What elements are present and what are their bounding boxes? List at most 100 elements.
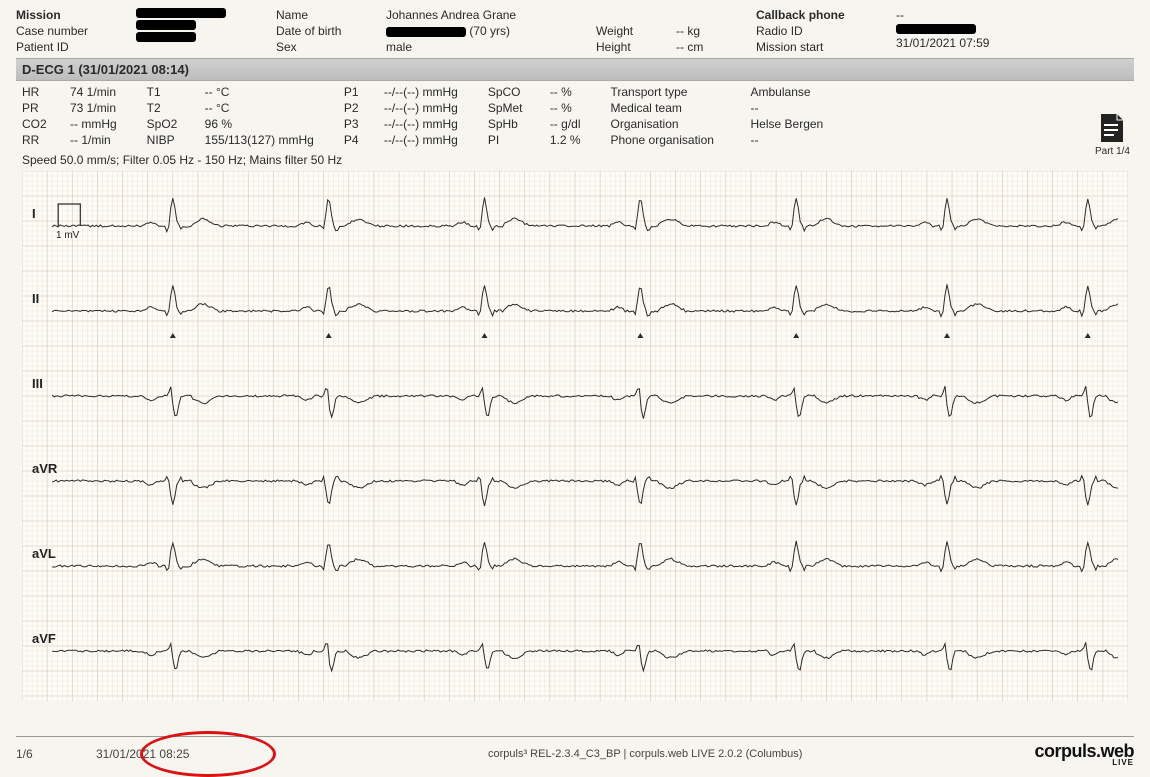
mission-start-label: Mission start: [756, 40, 876, 54]
mission-label: Mission: [16, 8, 116, 22]
section-title: D-ECG 1 (31/01/2021 08:14): [16, 58, 1134, 81]
name-label: Name: [276, 8, 366, 22]
vitals-row: CO2 -- mmHg: [22, 117, 117, 131]
ecg-report-page: Mission Case number Patient ID Name Date…: [0, 0, 1150, 777]
vitals-label: Transport type: [611, 85, 741, 99]
vitals-label: P3: [344, 117, 374, 131]
vitals-row: P4 --/--(--) mmHg: [344, 133, 458, 147]
vitals-row: RR -- 1/min: [22, 133, 117, 147]
height-value: -- cm: [676, 40, 736, 54]
callback-value: --: [896, 8, 1036, 22]
redacted-patient: [136, 32, 196, 42]
vitals-row: PR 73 1/min: [22, 101, 117, 115]
weight-value: -- kg: [676, 24, 736, 38]
speed-filter-line: Speed 50.0 mm/s; Filter 0.05 Hz - 150 Hz…: [16, 149, 1134, 169]
vitals-label: T2: [147, 101, 195, 115]
vitals-value: 1.2 %: [550, 133, 581, 147]
vitals-label: P1: [344, 85, 374, 99]
vitals-label: Medical team: [611, 101, 741, 115]
sex-value: male: [386, 40, 576, 54]
height-label: Height: [596, 40, 656, 54]
radio-label: Radio ID: [756, 24, 876, 38]
vitals-value: -- °C: [205, 101, 230, 115]
redacted-dob: [386, 27, 466, 37]
vitals-row: T2 -- °C: [147, 101, 314, 115]
vitals-row: NIBP 155/113(127) mmHg: [147, 133, 314, 147]
vitals-value: Ambulanse: [751, 85, 811, 99]
lead-label: aVF: [32, 631, 56, 646]
vitals-value: -- %: [550, 101, 572, 115]
redacted-mission: [136, 8, 226, 18]
vitals-value: --/--(--) mmHg: [384, 117, 458, 131]
vitals-row: P1 --/--(--) mmHg: [344, 85, 458, 99]
vitals-value: --/--(--) mmHg: [384, 85, 458, 99]
vitals-row: Organisation Helse Bergen: [611, 117, 824, 131]
vitals-label: SpO2: [147, 117, 195, 131]
vitals-row: Transport type Ambulanse: [611, 85, 824, 99]
vitals-row: SpCO -- %: [488, 85, 581, 99]
callback-label: Callback phone: [756, 8, 876, 22]
sex-label: Sex: [276, 40, 366, 54]
weight-label: Weight: [596, 24, 656, 38]
vitals-label: NIBP: [147, 133, 195, 147]
vitals-value: -- 1/min: [70, 133, 111, 147]
vitals-label: Organisation: [611, 117, 741, 131]
dob-label: Date of birth: [276, 24, 366, 38]
vitals-label: SpCO: [488, 85, 540, 99]
page-part-icon: Part 1/4: [1095, 114, 1130, 157]
vitals-row: P2--/--(--) mmHg: [344, 101, 458, 115]
vitals-label: SpMet: [488, 101, 540, 115]
vitals-block: HR 74 1/min PR 73 1/min CO2 -- mmHg RR -- 1/min…: [16, 85, 1134, 147]
footer-timestamp: 31/01/2021 08:25: [96, 747, 256, 761]
footer-brand: corpuls.web LIVE: [1034, 741, 1134, 767]
lead-label: I: [32, 206, 36, 221]
vitals-row: HR 74 1/min: [22, 85, 117, 99]
vitals-row: P3 --/--(--) mmHg: [344, 117, 458, 131]
vitals-label: Phone organisation: [611, 133, 741, 147]
footer-page: 1/6: [16, 747, 96, 761]
vitals-value: --: [751, 133, 759, 147]
vitals-label: PR: [22, 101, 60, 115]
vitals-label: P4: [344, 133, 374, 147]
vitals-value: 155/113(127) mmHg: [205, 133, 314, 147]
redacted-case: [136, 20, 196, 30]
lead-label: aVL: [32, 546, 56, 561]
age-value: (70 yrs): [469, 24, 510, 38]
lead-label: III: [32, 376, 43, 391]
footer-center: corpuls³ REL-2.3.4_C3_BP | corpuls.web L…: [256, 748, 1034, 760]
report-footer: 1/6 31/01/2021 08:25 corpuls³ REL-2.3.4_…: [16, 736, 1134, 767]
case-number-label: Case number: [16, 24, 116, 38]
vitals-value: --: [751, 101, 759, 115]
vitals-value: 74 1/min: [70, 85, 116, 99]
vitals-row: T1-- °C: [147, 85, 314, 99]
vitals-value: Helse Bergen: [751, 117, 824, 131]
patient-id-label: Patient ID: [16, 40, 116, 54]
vitals-row: Phone organisation --: [611, 133, 824, 147]
vitals-value: -- %: [550, 85, 572, 99]
vitals-row: SpO2 96 %: [147, 117, 314, 131]
vitals-value: 73 1/min: [70, 101, 116, 115]
vitals-row: Medical team --: [611, 101, 824, 115]
lead-label: II: [32, 291, 39, 306]
vitals-row: SpMet -- %: [488, 101, 581, 115]
vitals-value: --/--(--) mmHg: [384, 133, 458, 147]
vitals-label: HR: [22, 85, 60, 99]
vitals-label: P2: [344, 101, 374, 115]
lead-label: aVR: [32, 461, 57, 476]
redacted-radio: [896, 24, 976, 34]
page-part-label: Part 1/4: [1095, 146, 1130, 157]
vitals-label: PI: [488, 133, 540, 147]
ecg-chart: IIIIIIaVRaVLaVF1 mV: [22, 171, 1128, 701]
name-value: Johannes Andrea Grane: [386, 8, 576, 22]
mission-start-value: 31/01/2021 07:59: [896, 36, 1036, 50]
vitals-row: SpHb-- g/dl: [488, 117, 581, 131]
vitals-label: RR: [22, 133, 60, 147]
vitals-label: SpHb: [488, 117, 540, 131]
vitals-label: CO2: [22, 117, 60, 131]
vitals-value: 96 %: [205, 117, 232, 131]
vitals-row: PI 1.2 %: [488, 133, 581, 147]
report-header: Mission Case number Patient ID Name Date…: [16, 8, 1134, 54]
vitals-value: -- mmHg: [70, 117, 117, 131]
vitals-label: T1: [147, 85, 195, 99]
mv-calibration-label: 1 mV: [56, 230, 79, 241]
